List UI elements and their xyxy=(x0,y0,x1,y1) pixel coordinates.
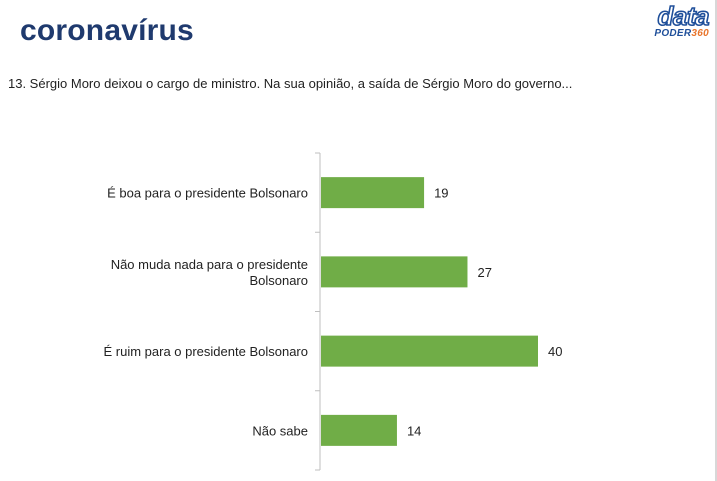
logo-subtitle-poder: PODER xyxy=(654,28,692,39)
category-label: Bolsonaro xyxy=(249,273,308,288)
bar xyxy=(321,177,425,209)
data-label: 19 xyxy=(434,186,448,201)
bar xyxy=(321,335,538,367)
category-label: É boa para o presidente Bolsonaro xyxy=(107,186,308,201)
data-label: 14 xyxy=(407,423,421,438)
page-title: coronavírus xyxy=(20,14,194,47)
bar xyxy=(321,414,397,446)
data-label: 40 xyxy=(548,344,562,359)
logo-wordmark: data xyxy=(657,1,711,31)
category-label: É ruim para o presidente Bolsonaro xyxy=(103,344,308,359)
logo-subtitle: PODER360 xyxy=(639,28,709,39)
bar xyxy=(321,256,468,288)
logo-subtitle-360: 360 xyxy=(691,28,709,39)
category-label: Não sabe xyxy=(252,423,308,438)
data-poder360-logo: data PODER360 xyxy=(639,1,711,39)
question-text: 13. Sérgio Moro deixou o cargo de minist… xyxy=(8,76,573,91)
slide-edge xyxy=(715,0,717,481)
category-label: Não muda nada para o presidente xyxy=(111,257,308,272)
data-label: 27 xyxy=(477,265,491,280)
